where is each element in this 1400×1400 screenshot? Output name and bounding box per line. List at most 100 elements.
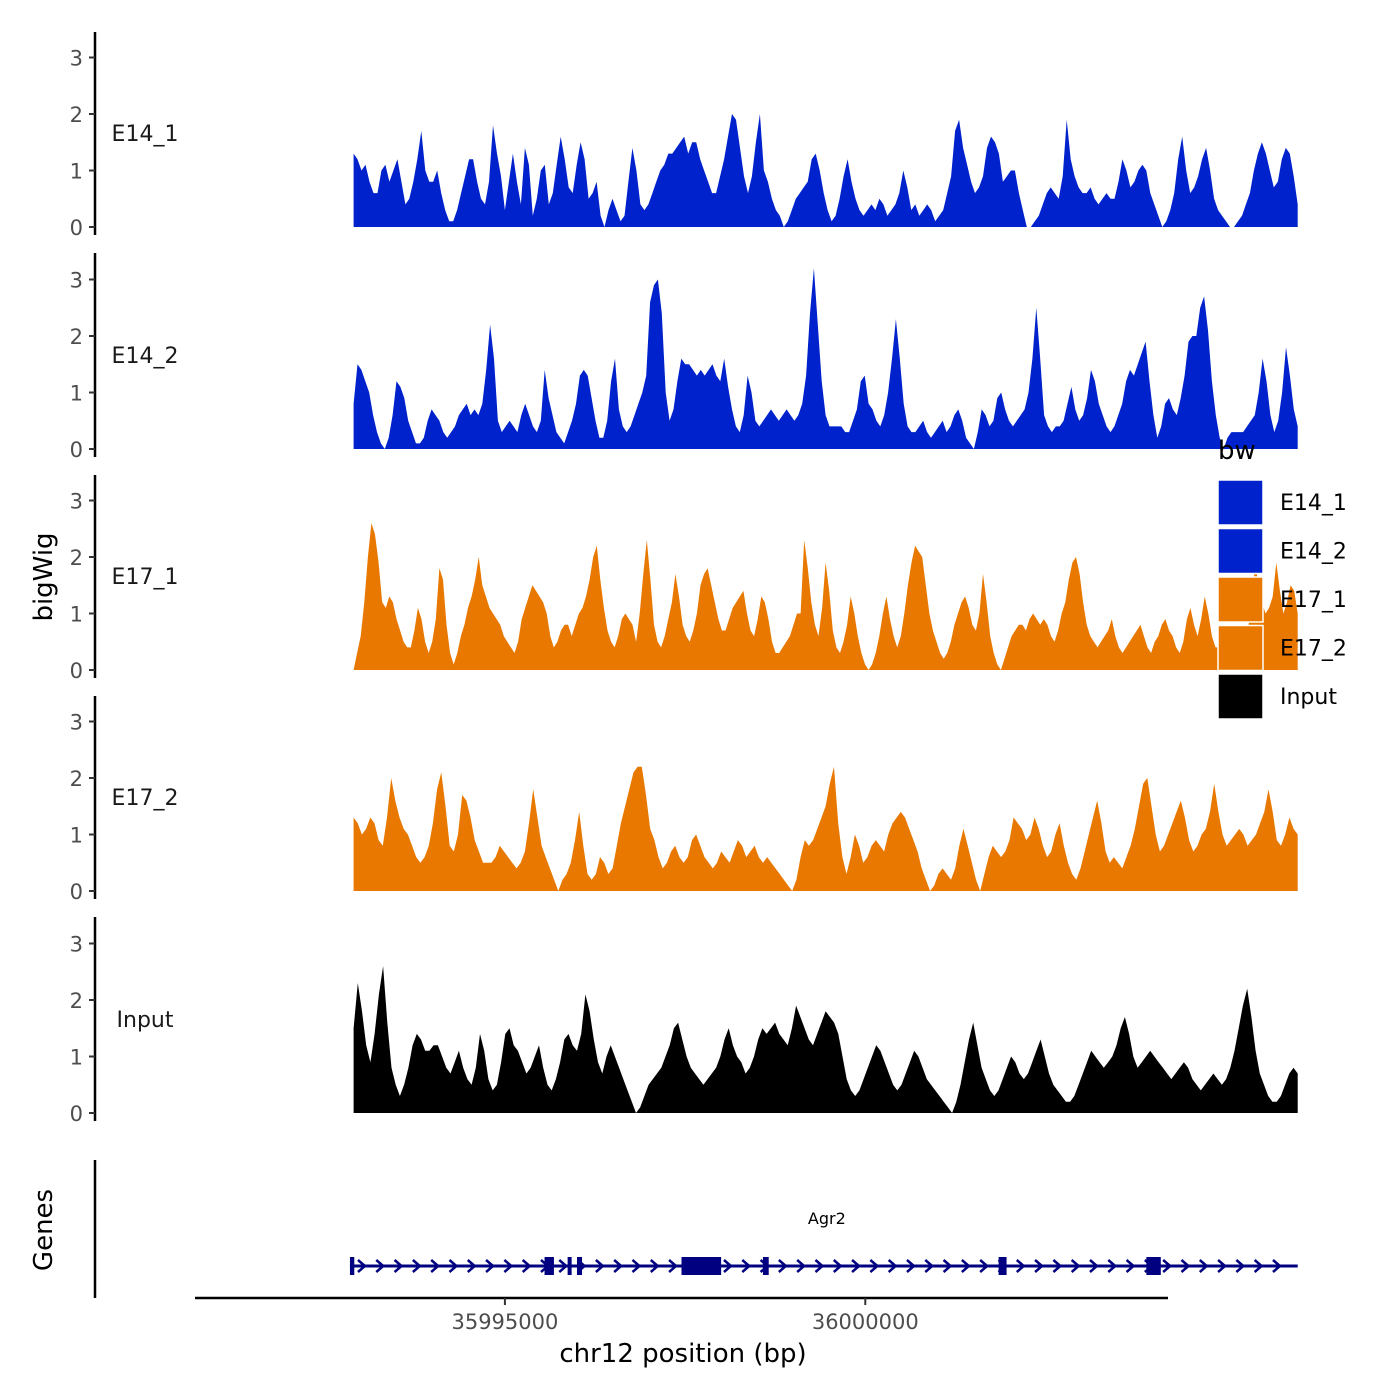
legend-item: E14_1 [1217, 479, 1347, 526]
strand-arrow [851, 1259, 861, 1273]
strand-arrow [1162, 1259, 1173, 1273]
legend-swatch [1217, 673, 1264, 720]
gene-name-label: Agr2 [808, 1209, 846, 1228]
x-tick-label: 36000000 [812, 1310, 919, 1334]
strand-arrow [448, 1259, 459, 1273]
strand-arrow [778, 1259, 788, 1273]
strand-arrow [357, 1259, 367, 1273]
y-tick-label: 1 [70, 382, 83, 406]
legend-label: E14_2 [1280, 540, 1347, 565]
y-tick-label: 3 [70, 490, 83, 514]
strand-arrow [869, 1259, 880, 1273]
strand-arrow [485, 1259, 495, 1273]
strand-arrow [1034, 1259, 1044, 1273]
y-tick-label: 1 [70, 160, 83, 184]
legend-label: E14_1 [1280, 491, 1347, 516]
gene-exon [544, 1257, 554, 1275]
strand-arrow [1015, 1259, 1026, 1273]
track-E17_1: 0 1 2 3 E17_1 [70, 475, 1298, 683]
gene-exon [567, 1257, 572, 1275]
coverage-area [353, 966, 1298, 1113]
strand-arrow [430, 1259, 441, 1273]
legend-item: E17_1 [1217, 576, 1347, 623]
legend-label: Input [1280, 685, 1337, 710]
coverage-area [353, 766, 1298, 891]
strand-arrow [832, 1259, 843, 1273]
bigwig-panels: 0 1 2 3 E14_1 0 1 2 3 E14_2 0 1 2 3 E17_1 0 1 2 3 E17_2 0 1 2 3… [70, 32, 1298, 1126]
legend-swatch [1217, 624, 1264, 672]
strand-arrow [1052, 1259, 1063, 1273]
strand-arrow [1125, 1259, 1136, 1273]
strand-arrow [887, 1259, 898, 1273]
y-tick-label: 1 [70, 824, 83, 848]
legend-swatch [1217, 576, 1264, 623]
track-label: Input [117, 1008, 174, 1033]
y-tick-label: 0 [70, 438, 83, 462]
x-axis: 35995000 36000000 [195, 1296, 1168, 1334]
x-axis-title: chr12 position (bp) [559, 1339, 806, 1369]
strand-arrow [1235, 1259, 1246, 1273]
y-tick-label: 1 [70, 1046, 83, 1070]
gene-panel-title: Genes [29, 1189, 59, 1271]
strand-arrow [814, 1259, 825, 1273]
y-tick-label: 2 [70, 546, 83, 570]
strand-arrow [375, 1259, 386, 1273]
legend-swatch [1217, 479, 1264, 526]
track-E17_2: 0 1 2 3 E17_2 [70, 696, 1298, 904]
track-Input: 0 1 2 3 Input [70, 917, 1298, 1126]
strand-arrow [613, 1259, 624, 1273]
strand-arrow [961, 1259, 971, 1273]
track-label: E14_1 [112, 122, 179, 147]
y-tick-label: 0 [70, 659, 83, 683]
strand-arrow [631, 1259, 642, 1273]
strand-arrow [1180, 1259, 1191, 1273]
gene-exon [681, 1257, 722, 1275]
y-tick-label: 2 [70, 325, 83, 349]
y-tick-label: 3 [70, 47, 83, 71]
strand-arrow [906, 1259, 916, 1273]
strand-arrow [942, 1259, 953, 1273]
strand-arrow [924, 1259, 935, 1273]
track-E14_1: 0 1 2 3 E14_1 [70, 32, 1298, 240]
strand-arrow [393, 1259, 404, 1273]
strand-arrow [521, 1259, 532, 1273]
strand-arrow [668, 1259, 678, 1273]
coverage-area [353, 523, 1298, 670]
y-tick-label: 0 [70, 880, 83, 904]
y-tick-label: 3 [70, 711, 83, 735]
legend-label: E17_1 [1280, 588, 1347, 613]
strand-arrow [723, 1259, 733, 1273]
legend-item: E17_2 [1217, 624, 1347, 672]
strand-arrow [1089, 1259, 1099, 1273]
y-tick-label: 3 [70, 933, 83, 957]
x-tick-label: 35995000 [451, 1310, 558, 1334]
legend-title: bw [1218, 436, 1256, 466]
gene-exon [998, 1257, 1007, 1275]
track-label: E14_2 [112, 344, 179, 369]
strand-arrow [466, 1259, 477, 1273]
y-tick-label: 2 [70, 767, 83, 791]
y-tick-label: 1 [70, 603, 83, 627]
gene-exon [576, 1257, 583, 1275]
gene-panel: Agr2 [93, 1160, 1298, 1298]
gene-exon [1146, 1257, 1161, 1275]
y-tick-label: 0 [70, 1102, 83, 1126]
gene-exon [762, 1257, 769, 1275]
track-label: E17_1 [112, 565, 179, 590]
y-tick-label: 2 [70, 989, 83, 1013]
gene-exon [349, 1257, 355, 1275]
y-tick-label: 2 [70, 103, 83, 127]
y-tick-label: 0 [70, 216, 83, 240]
strand-arrow [741, 1259, 752, 1273]
legend-swatch [1217, 527, 1264, 575]
strand-arrow [595, 1259, 605, 1273]
strand-arrow [649, 1259, 660, 1273]
coverage-area [353, 114, 1298, 227]
strand-arrow [796, 1259, 807, 1273]
y-axis-title: bigWig [29, 532, 59, 621]
legend-label: E17_2 [1280, 637, 1347, 662]
coverage-area [353, 268, 1298, 449]
strand-arrow [412, 1259, 422, 1273]
strand-arrow [1217, 1259, 1227, 1273]
